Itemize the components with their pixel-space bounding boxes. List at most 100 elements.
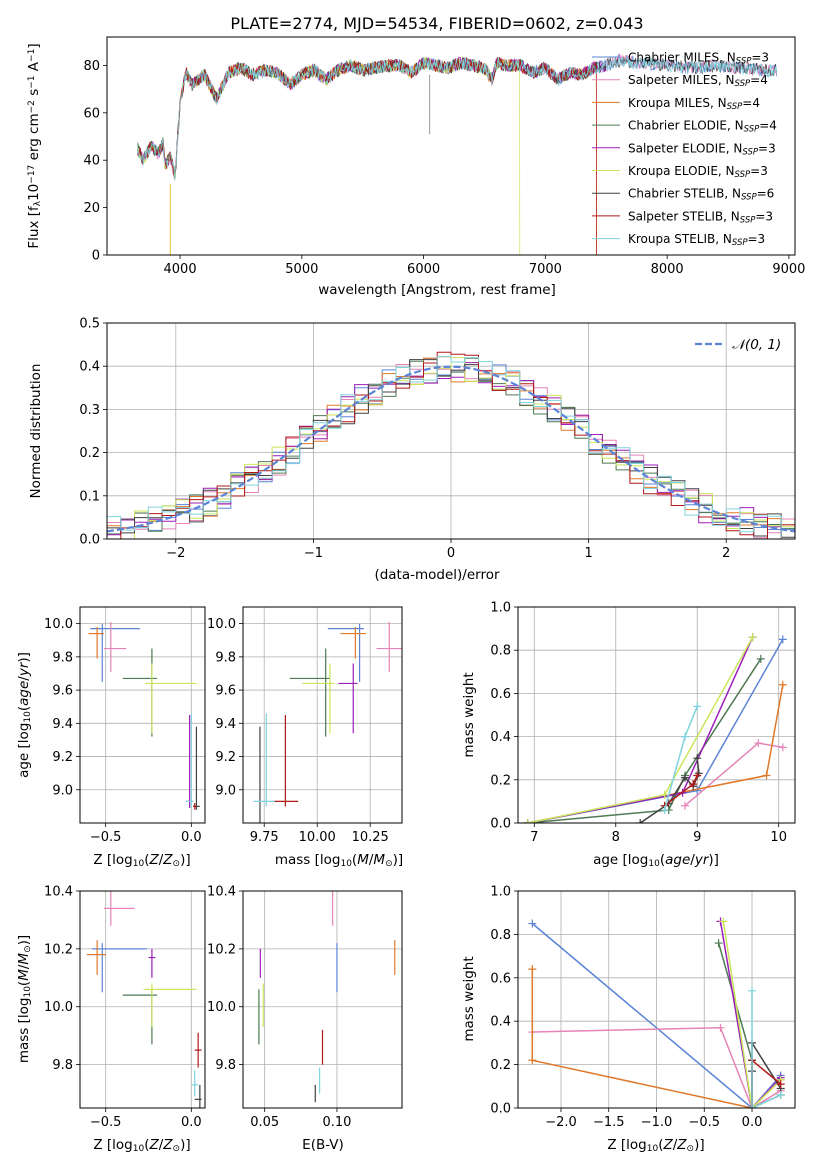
x-axis-label: Z [log10(Z/Z⊙)]: [93, 852, 190, 869]
axes-frame: [79, 890, 206, 1109]
x-tick-label: 2: [722, 546, 730, 561]
y-tick-label: 10.0: [44, 617, 73, 632]
data-point-marker: [719, 917, 728, 926]
y-tick-label: 0.0: [490, 1102, 511, 1117]
histogram-step: [107, 356, 795, 539]
plot-area: [528, 917, 785, 1108]
x-tick-label: 0.05: [250, 1115, 279, 1130]
x-tick-label: 9000: [772, 262, 805, 277]
mass-weight-vs-age-axes: 7 8 9 10 0.0 0.2 0.4 0.6 0.8 1.0: [490, 601, 796, 845]
y-tick-label: 0.2: [79, 446, 100, 461]
x-tick-label: −1.5: [593, 1115, 625, 1130]
y-tick-label: 9.8: [52, 1058, 73, 1073]
y-tick-label: 9.4: [52, 717, 73, 732]
y-axis-label: mass weight: [461, 672, 477, 757]
data-point-marker: [528, 1056, 537, 1065]
data-point-marker: [693, 702, 702, 711]
y-tick-label: 0: [92, 249, 100, 264]
x-tick-label: 0.0: [181, 830, 202, 845]
y-tick-label: 0.0: [79, 533, 100, 548]
data-point-marker: [681, 732, 690, 741]
mass-weight-line: [527, 639, 784, 823]
y-tick-label: 10.4: [44, 885, 73, 900]
y-tick-label: 0.5: [79, 317, 100, 332]
y-tick-label: 60: [83, 106, 100, 121]
data-point-marker: [748, 633, 757, 642]
y-tick-label: 0.0: [490, 817, 511, 832]
y-tick-label: 0.8: [490, 928, 511, 943]
y-tick-label: 9.2: [215, 750, 236, 765]
y-tick-label: 0.4: [490, 730, 511, 745]
x-axis-label: E(B-V): [302, 1137, 344, 1153]
x-tick-label: 8: [612, 830, 620, 845]
legend-label: Chabrier MILES, NSSP=3: [628, 51, 769, 67]
y-tick-label: 0.3: [79, 403, 100, 418]
age-vs-Z-axes: −0.5 0.0 9.0 9.2 9.4 9.6 9.8 10.0: [44, 606, 206, 845]
y-tick-label: 0.4: [79, 360, 100, 375]
data-point-marker: [693, 754, 702, 763]
gaussian-reference-curve: [107, 365, 795, 533]
mass-weight-line: [722, 921, 782, 1108]
data-point-marker: [528, 919, 537, 928]
x-tick-label: −0.5: [90, 830, 122, 845]
y-tick-label: 9.2: [52, 750, 73, 765]
x-tick-label: 8000: [651, 262, 684, 277]
mass-weight-line: [531, 922, 782, 1108]
y-tick-label: 1.0: [490, 601, 511, 616]
histogram-axes: −2 −1 0 1 2 0.0 0.1 0.2 0.3 0.4 0.5: [79, 317, 796, 561]
y-tick-label: 0.8: [490, 644, 511, 659]
x-tick-label: −1.0: [641, 1115, 673, 1130]
x-tick-label: 7000: [529, 262, 562, 277]
x-tick-label: 6000: [407, 262, 440, 277]
x-tick-label: 0: [447, 546, 455, 561]
data-point-marker: [778, 680, 787, 689]
x-tick-label: −1: [304, 546, 323, 561]
data-point-marker: [693, 771, 702, 780]
data-point-marker: [776, 1090, 785, 1099]
mass-weight-line: [751, 990, 782, 1108]
y-tick-label: 1.0: [490, 885, 511, 900]
data-point-marker: [762, 771, 771, 780]
y-tick-label: 0.6: [490, 971, 511, 986]
data-point-marker: [776, 1080, 785, 1089]
plot-area: [258, 891, 396, 1103]
legend-label: Chabrier STELIB, NSSP=6: [628, 187, 774, 203]
data-point-marker: [694, 769, 703, 778]
y-tick-label: 9.4: [215, 717, 236, 732]
data-point-marker: [748, 986, 757, 995]
data-point-marker: [756, 654, 765, 663]
data-point-marker: [714, 939, 723, 948]
y-tick-label: 10.0: [207, 617, 236, 632]
spectrum-line: [137, 56, 597, 255]
histogram-step: [107, 359, 795, 538]
y-tick-label: 9.8: [52, 650, 73, 665]
y-tick-label: 9.6: [52, 684, 73, 699]
x-axis-label: age [log10(age/yr)]: [593, 852, 719, 869]
y-tick-label: 10.2: [207, 942, 236, 957]
y-axis-label: Normed distribution: [28, 364, 44, 499]
y-tick-label: 80: [83, 59, 100, 74]
y-tick-label: 20: [83, 201, 100, 216]
mass-weight-line: [719, 921, 782, 1108]
data-point-marker: [693, 786, 702, 795]
axes-frame: [242, 890, 403, 1109]
spectrum-legend: Chabrier MILES, NSSP=3 Salpeter MILES, NS…: [592, 51, 777, 248]
legend-label: Kroupa MILES, NSSP=4: [628, 96, 760, 112]
legend-label: Salpeter STELIB, NSSP=3: [628, 209, 773, 225]
x-tick-label: 10: [770, 830, 787, 845]
data-point-marker: [681, 801, 690, 810]
y-tick-label: 10.0: [207, 1000, 236, 1015]
histogram-step: [107, 362, 795, 539]
data-point-marker: [660, 790, 669, 799]
y-tick-label: 9.0: [215, 783, 236, 798]
mass-weight-vs-Z-axes: −2.0 −1.5 −1.0 −0.5 0.0 0.0 0.2 0.4 0.6 0.8 1.0: [490, 885, 796, 1130]
y-tick-label: 0.4: [490, 1015, 511, 1030]
mass-weight-line: [751, 1040, 782, 1108]
legend-label: Kroupa STELIB, NSSP=3: [628, 232, 765, 248]
y-axis-label: mass weight: [461, 956, 477, 1041]
y-tick-label: 0.6: [490, 687, 511, 702]
data-point-marker: [681, 773, 690, 782]
x-tick-label: −2.0: [545, 1115, 577, 1130]
y-axis-label: age [log10(age/yr)]: [16, 652, 33, 778]
